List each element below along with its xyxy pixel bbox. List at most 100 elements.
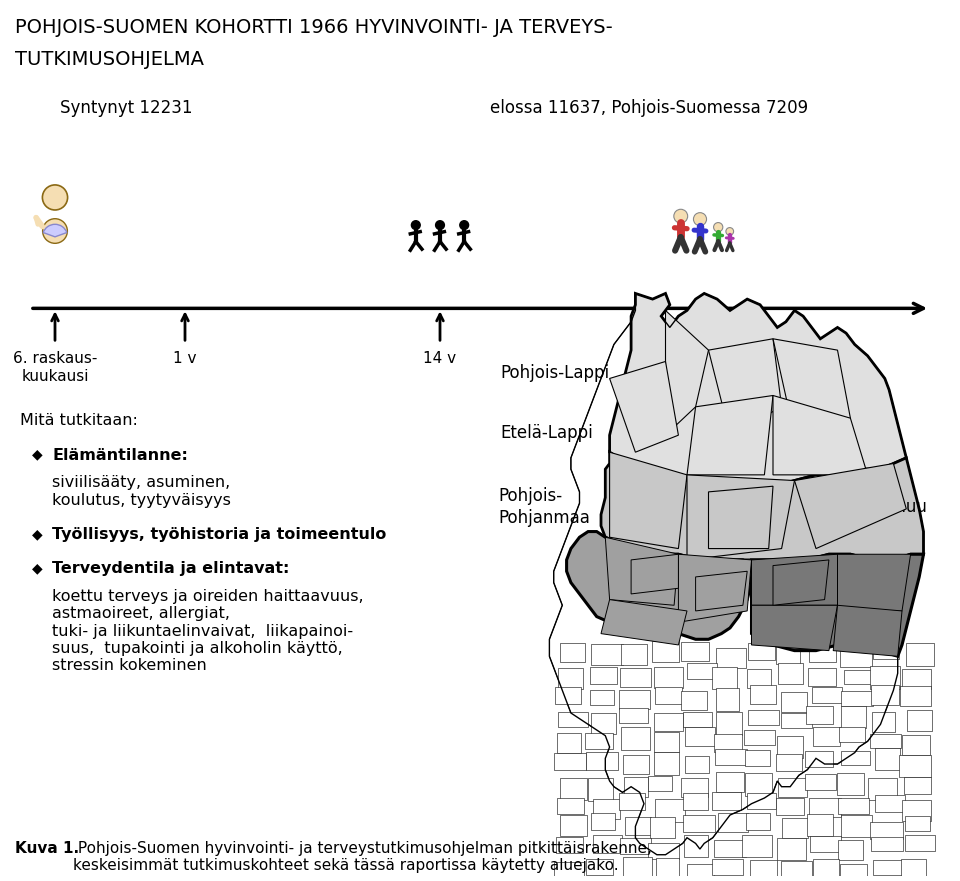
- Text: elossa 11637, Pohjois-Suomessa 7209: elossa 11637, Pohjois-Suomessa 7209: [490, 100, 808, 117]
- Wedge shape: [43, 225, 67, 237]
- Polygon shape: [812, 687, 842, 703]
- Polygon shape: [773, 560, 828, 605]
- Polygon shape: [844, 670, 871, 685]
- Polygon shape: [557, 733, 581, 752]
- Polygon shape: [807, 669, 836, 686]
- Polygon shape: [606, 537, 679, 605]
- Circle shape: [42, 185, 67, 210]
- Polygon shape: [715, 749, 747, 765]
- Polygon shape: [654, 751, 680, 774]
- Polygon shape: [656, 858, 680, 881]
- Polygon shape: [712, 792, 741, 810]
- Polygon shape: [566, 531, 752, 640]
- Polygon shape: [841, 751, 871, 766]
- Polygon shape: [744, 729, 775, 745]
- Circle shape: [713, 223, 723, 232]
- Polygon shape: [591, 713, 616, 734]
- Polygon shape: [875, 796, 905, 811]
- Polygon shape: [681, 691, 708, 710]
- Polygon shape: [781, 692, 807, 712]
- Polygon shape: [841, 692, 874, 707]
- Text: ◆: ◆: [32, 561, 42, 575]
- Polygon shape: [776, 646, 801, 664]
- Polygon shape: [873, 641, 900, 659]
- Polygon shape: [686, 864, 714, 881]
- Polygon shape: [809, 797, 841, 817]
- Text: 14 v: 14 v: [423, 352, 457, 366]
- Polygon shape: [712, 667, 736, 689]
- Polygon shape: [549, 293, 924, 855]
- Polygon shape: [714, 840, 746, 856]
- Polygon shape: [868, 778, 898, 801]
- Polygon shape: [781, 861, 812, 881]
- Polygon shape: [656, 687, 682, 705]
- Polygon shape: [776, 754, 803, 772]
- Polygon shape: [650, 817, 675, 839]
- Polygon shape: [684, 727, 715, 746]
- Polygon shape: [654, 713, 684, 731]
- Polygon shape: [900, 686, 931, 706]
- Polygon shape: [586, 859, 613, 876]
- Circle shape: [726, 227, 733, 235]
- Polygon shape: [747, 793, 777, 809]
- Polygon shape: [750, 685, 776, 704]
- Polygon shape: [687, 475, 795, 560]
- Polygon shape: [687, 396, 773, 475]
- Polygon shape: [620, 668, 651, 687]
- Circle shape: [460, 221, 468, 229]
- Polygon shape: [601, 600, 687, 645]
- Text: Pohjois-
Pohjanmaa: Pohjois- Pohjanmaa: [498, 487, 589, 528]
- Polygon shape: [781, 818, 808, 838]
- Polygon shape: [686, 663, 717, 679]
- Polygon shape: [773, 396, 868, 475]
- Text: 31 v: 31 v: [673, 352, 707, 366]
- Text: ◆: ◆: [32, 448, 42, 462]
- Polygon shape: [590, 667, 617, 684]
- Polygon shape: [610, 452, 687, 549]
- Polygon shape: [555, 687, 581, 705]
- Polygon shape: [556, 837, 583, 853]
- Polygon shape: [779, 663, 804, 684]
- Polygon shape: [656, 799, 685, 822]
- Polygon shape: [780, 713, 812, 728]
- Polygon shape: [804, 774, 836, 790]
- Polygon shape: [625, 818, 651, 834]
- Polygon shape: [795, 463, 906, 549]
- Text: Etelä-Lappi: Etelä-Lappi: [500, 424, 592, 441]
- Polygon shape: [840, 648, 872, 667]
- Polygon shape: [900, 859, 925, 876]
- Polygon shape: [750, 861, 777, 877]
- Polygon shape: [558, 668, 583, 689]
- Polygon shape: [779, 778, 807, 797]
- Polygon shape: [808, 645, 836, 662]
- Polygon shape: [718, 813, 748, 832]
- Polygon shape: [684, 835, 708, 857]
- Polygon shape: [876, 748, 900, 769]
- Polygon shape: [813, 728, 840, 746]
- Polygon shape: [712, 860, 743, 875]
- Polygon shape: [610, 293, 906, 486]
- Text: POHJOIS-SUOMEN KOHORTTI 1966 HYVINVOINTI- JA TERVEYS-: POHJOIS-SUOMEN KOHORTTI 1966 HYVINVOINTI…: [15, 18, 612, 37]
- Polygon shape: [745, 774, 772, 796]
- Polygon shape: [555, 862, 585, 881]
- Polygon shape: [631, 554, 679, 594]
- Polygon shape: [901, 736, 930, 755]
- Polygon shape: [870, 734, 901, 749]
- Polygon shape: [716, 648, 746, 668]
- Circle shape: [693, 212, 707, 226]
- Polygon shape: [752, 605, 837, 651]
- Polygon shape: [752, 554, 837, 605]
- Text: Terveydentila ja elintavat:: Terveydentila ja elintavat:: [52, 561, 289, 576]
- Polygon shape: [620, 838, 651, 855]
- Polygon shape: [833, 605, 902, 656]
- Polygon shape: [838, 840, 863, 861]
- Text: Mitä tutkitaan:: Mitä tutkitaan:: [20, 413, 138, 428]
- Text: Kuva 1.: Kuva 1.: [15, 840, 79, 855]
- Polygon shape: [904, 777, 931, 795]
- Polygon shape: [773, 339, 851, 435]
- Text: siviilisääty, asuminen,
koulutus, tyytyväisyys: siviilisääty, asuminen, koulutus, tyytyv…: [52, 476, 230, 507]
- Polygon shape: [593, 835, 622, 854]
- Text: Työllisyys, työhistoria ja toimeentulo: Työllisyys, työhistoria ja toimeentulo: [52, 527, 386, 542]
- Text: ◆: ◆: [32, 527, 42, 541]
- Polygon shape: [906, 643, 934, 666]
